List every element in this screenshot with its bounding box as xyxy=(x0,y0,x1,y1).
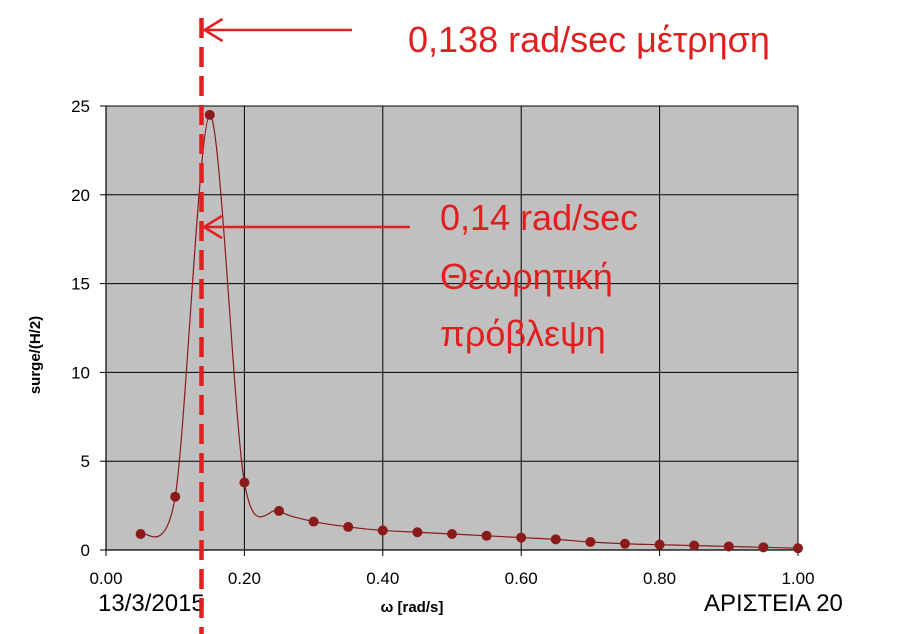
data-point xyxy=(412,527,423,538)
data-point xyxy=(239,477,250,488)
data-point xyxy=(274,505,284,516)
data-point xyxy=(689,540,700,551)
grid xyxy=(105,105,799,551)
data-point xyxy=(308,516,319,527)
theoretical-label-line-3: πρόβλεψη xyxy=(440,313,606,354)
y-tick-label: 25 xyxy=(71,97,90,116)
x-tick-label: 0.80 xyxy=(643,569,676,588)
tick-labels: 0 5 10 15 20 25 0.00 0.20 0.40 0.60 0.80 1.00 xyxy=(71,97,814,588)
plot-area xyxy=(106,106,798,550)
data-point xyxy=(516,532,527,543)
data-points xyxy=(135,109,803,554)
axes xyxy=(100,105,799,556)
theoretical-arrow-head xyxy=(201,214,223,240)
data-point xyxy=(723,541,734,552)
measurement-label: 0,138 rad/sec μέτρηση xyxy=(408,19,770,60)
data-point xyxy=(654,539,665,550)
x-tick-label: 0.60 xyxy=(505,569,538,588)
data-point xyxy=(343,521,354,532)
data-point xyxy=(550,534,561,545)
y-axis-title: surge/(H/2) xyxy=(27,316,44,394)
x-tick-label: 0.20 xyxy=(228,569,261,588)
measurement-arrow-head xyxy=(202,17,224,43)
data-point xyxy=(204,109,215,120)
data-point xyxy=(447,529,457,540)
footer-right-cut: ............... xyxy=(760,621,860,634)
y-tick-label: 20 xyxy=(71,186,90,205)
theoretical-label-line-2: Θεωρητική xyxy=(440,256,613,297)
data-point xyxy=(377,525,388,536)
y-tick-label: 0 xyxy=(81,541,90,560)
data-point xyxy=(758,542,769,553)
data-point xyxy=(793,543,803,554)
y-tick-label: 5 xyxy=(81,452,90,471)
x-tick-label: 0.00 xyxy=(89,569,122,588)
data-point xyxy=(170,491,181,502)
y-tick-label: 10 xyxy=(71,363,90,382)
footer-date: 13/3/2015 xyxy=(98,590,205,617)
data-point xyxy=(135,529,146,540)
x-tick-label: 0.40 xyxy=(366,569,399,588)
data-point xyxy=(585,537,596,548)
x-tick-label: 1.00 xyxy=(781,569,814,588)
data-point xyxy=(620,538,630,549)
x-axis-title: ω [rad/s] xyxy=(381,599,444,616)
y-tick-label: 15 xyxy=(71,275,90,294)
annotations: 0,138 rad/sec μέτρηση 0,14 rad/sec Θεωρη… xyxy=(199,17,770,634)
footer-right: ΑΡΙΣΤΕΙΑ 20 xyxy=(704,590,843,617)
theoretical-label-line-1: 0,14 rad/sec xyxy=(440,197,638,238)
data-point xyxy=(481,530,492,541)
